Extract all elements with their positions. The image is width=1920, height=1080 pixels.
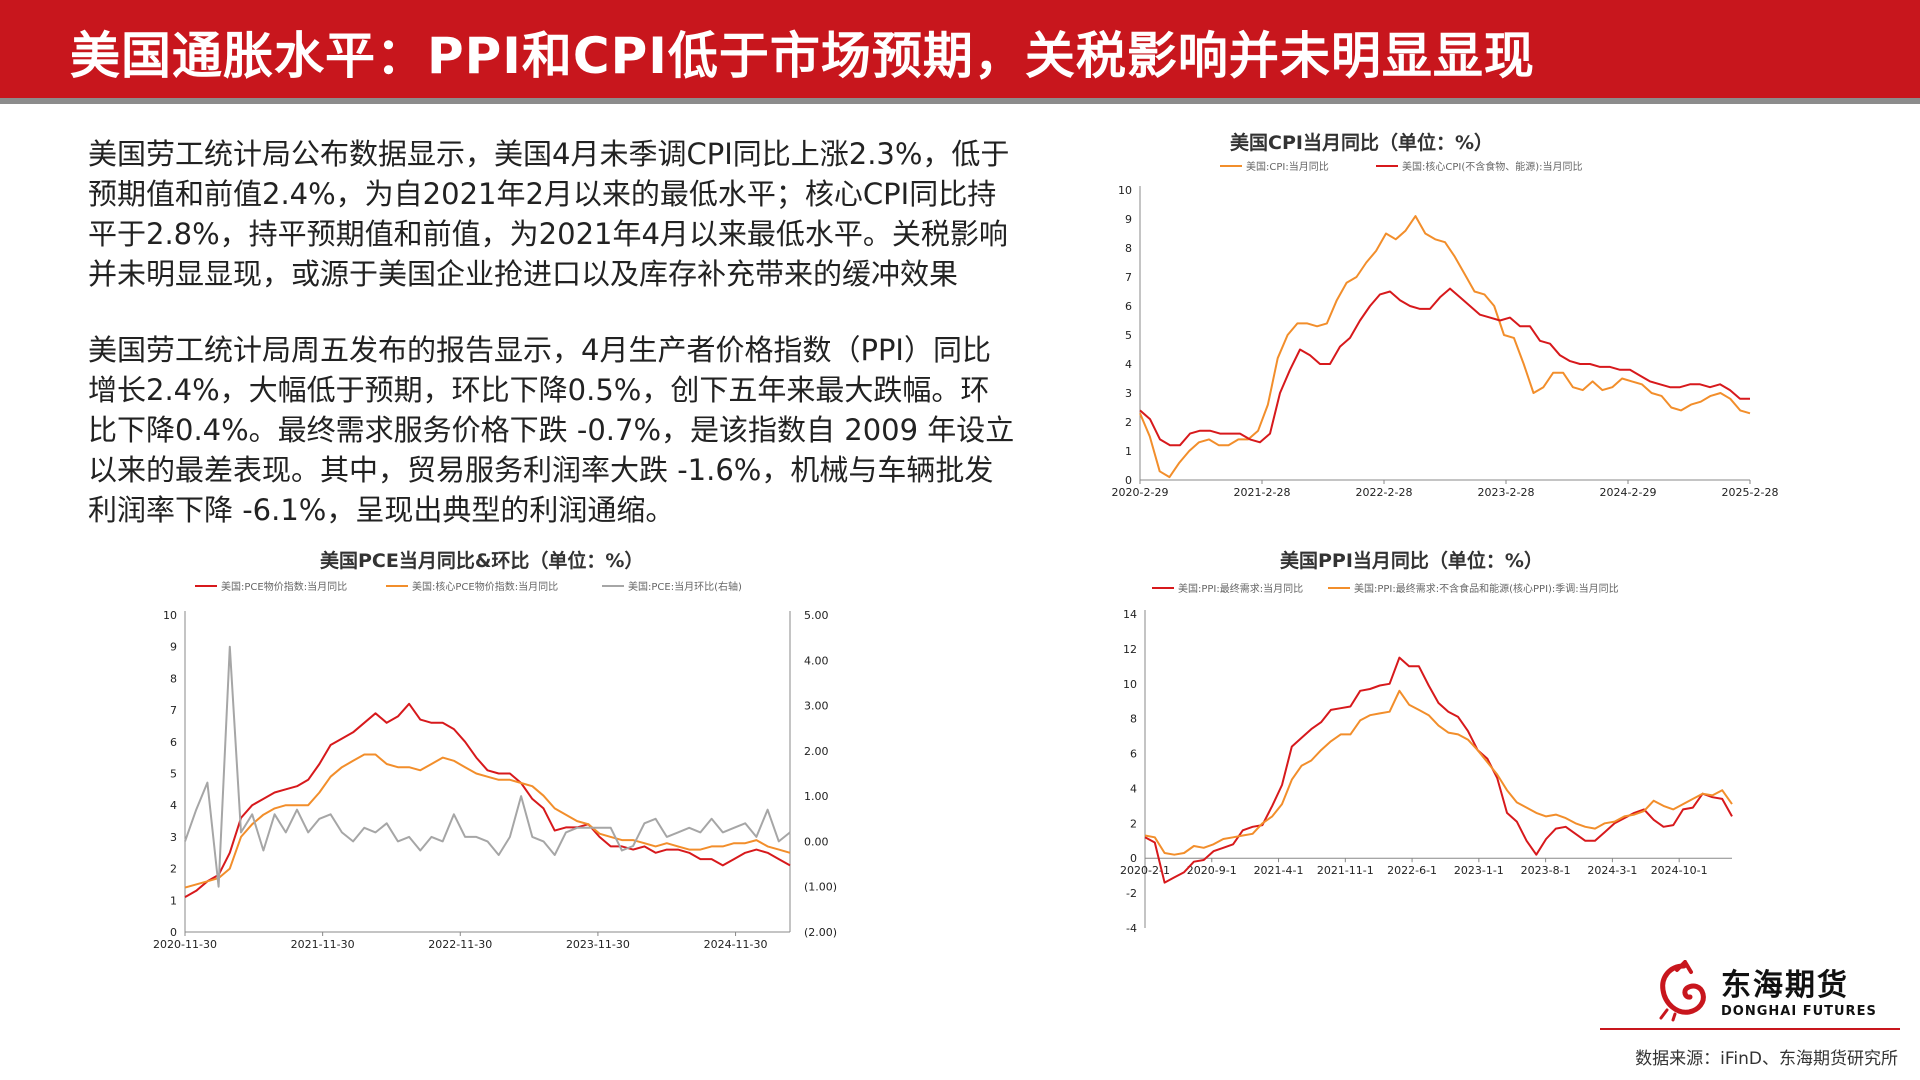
legend-label: 美国:核心CPI(不含食物、能源):当月同比 (1402, 160, 1583, 173)
legend-label: 美国:CPI:当月同比 (1246, 160, 1329, 173)
legend-label: 美国:PCE:当月环比(右轴) (628, 580, 742, 593)
y-tick-label: 4 (170, 799, 177, 812)
y-tick-label: 4 (1130, 782, 1137, 795)
y2-tick-label: 2.00 (804, 745, 829, 758)
x-tick-label: 2022-2-28 (1356, 486, 1413, 499)
y-tick-label: 9 (1125, 213, 1132, 226)
x-tick-label: 2022-11-30 (428, 938, 492, 951)
x-tick-label: 2023-2-28 (1478, 486, 1535, 499)
x-tick-label: 2023-11-30 (566, 938, 630, 951)
x-tick-label: 2022-6-1 (1387, 864, 1437, 877)
legend-label: 美国:核心PCE物价指数:当月同比 (412, 580, 558, 593)
y2-tick-label: (1.00) (804, 881, 837, 894)
pce-chart: 美国:PCE物价指数:当月同比 美国:核心PCE物价指数:当月同比 美国:PCE:当… (153, 580, 837, 951)
donghai-logo: 东海期货 DONGHAI FUTURES (1655, 960, 1877, 1030)
y-tick-label: 2 (1130, 817, 1137, 830)
cpi-chart-title: 美国CPI当月同比（单位：%） (1230, 132, 1493, 154)
y2-tick-label: 3.00 (804, 700, 829, 713)
ppi-chart-title: 美国PPI当月同比（单位：%） (1280, 550, 1543, 572)
data-source-note: 数据来源：iFinD、东海期货研究所 (1635, 1049, 1898, 1069)
y-tick-label: 3 (1125, 387, 1132, 400)
y-tick-label: 9 (170, 641, 177, 654)
y-tick-label: 6 (170, 736, 177, 749)
y-tick-label: 6 (1130, 748, 1137, 761)
y-tick-label: 8 (1125, 242, 1132, 255)
series-line (1144, 689, 1733, 856)
x-tick-label: 2023-1-1 (1454, 864, 1504, 877)
series-line (184, 645, 791, 888)
y-tick-label: 8 (170, 672, 177, 685)
x-tick-label: 2020-2-29 (1112, 486, 1169, 499)
series-line (1139, 287, 1750, 447)
y-tick-label: 2 (1125, 416, 1132, 429)
y2-tick-label: (2.00) (804, 926, 837, 939)
x-tick-label: 2025-2-28 (1722, 486, 1779, 499)
y-tick-label: 0 (170, 926, 177, 939)
y-tick-label: 10 (1123, 678, 1137, 691)
dragon-logo-icon (1659, 960, 1706, 1022)
y2-tick-label: 5.00 (804, 609, 829, 622)
pce-chart-title: 美国PCE当月同比&环比（单位：%） (320, 550, 644, 572)
series-line (184, 753, 791, 889)
y2-tick-label: 4.00 (804, 654, 829, 667)
y-tick-label: 1 (1125, 445, 1132, 458)
series-line (1144, 656, 1733, 884)
footer-divider (1600, 1028, 1900, 1030)
x-tick-label: 2021-2-28 (1234, 486, 1291, 499)
page-header: 美国通胀水平：PPI和CPI低于市场预期，关税影响并未明显显现 (0, 0, 1920, 104)
x-tick-label: 2020-9-1 (1187, 864, 1237, 877)
x-tick-label: 2023-8-1 (1521, 864, 1571, 877)
legend-label: 美国:PCE物价指数:当月同比 (221, 580, 347, 593)
x-tick-label: 2020-2-1 (1120, 864, 1170, 877)
x-tick-label: 2021-4-1 (1254, 864, 1304, 877)
cpi-chart: 美国:CPI:当月同比 美国:核心CPI(不含食物、能源):当月同比 0 1 2 3 4 5 6… (1112, 160, 1779, 499)
x-tick-label: 2024-10-1 (1651, 864, 1708, 877)
x-tick-label: 2021-11-1 (1317, 864, 1374, 877)
y-tick-label: 4 (1125, 358, 1132, 371)
y-tick-label: 0 (1125, 474, 1132, 487)
y-tick-label: 2 (170, 863, 177, 876)
legend-label: 美国:PPI:最终需求:当月同比 (1178, 582, 1303, 595)
y-tick-label: 6 (1125, 300, 1132, 313)
logo-text-cn: 东海期货 (1721, 968, 1849, 1003)
logo-text-en: DONGHAI FUTURES (1721, 1004, 1877, 1019)
y-tick-label: 12 (1123, 643, 1137, 656)
y-tick-label: 3 (170, 831, 177, 844)
legend-label: 美国:PPI:最终需求:不含食品和能源(核心PPI):季调:当月同比 (1354, 582, 1619, 595)
series-line (184, 702, 791, 898)
ppi-chart: 美国:PPI:最终需求:当月同比 美国:PPI:最终需求:不含食品和能源(核心PP… (1120, 582, 1733, 935)
y-tick-label: 8 (1130, 713, 1137, 726)
page-title: 美国通胀水平：PPI和CPI低于市场预期，关税影响并未明显显现 (70, 27, 1535, 85)
y-tick-label: 10 (163, 609, 177, 622)
y-tick-label: 5 (170, 768, 177, 781)
y-tick-label: -2 (1126, 887, 1137, 900)
y-tick-label: 14 (1123, 608, 1137, 621)
paragraph-ppi: 美国劳工统计局周五发布的报告显示，4月生产者价格指数（PPI）同比增长2.4%，… (88, 333, 1015, 527)
x-tick-label: 2020-11-30 (153, 938, 217, 951)
x-tick-label: 2024-3-1 (1587, 864, 1637, 877)
y-tick-label: 10 (1118, 184, 1132, 197)
x-tick-label: 2024-2-29 (1600, 486, 1657, 499)
y-tick-label: 7 (170, 704, 177, 717)
x-tick-label: 2024-11-30 (704, 938, 768, 951)
series-line (1139, 215, 1751, 479)
x-tick-label: 2021-11-30 (291, 938, 355, 951)
paragraph-cpi: 美国劳工统计局公布数据显示，美国4月未季调CPI同比上涨2.3%，低于预期值和前… (88, 137, 1010, 291)
y-tick-label: 7 (1125, 271, 1132, 284)
y-tick-label: 0 (1130, 852, 1137, 865)
y-tick-label: 1 (170, 894, 177, 907)
y2-tick-label: 0.00 (804, 835, 829, 848)
y-tick-label: 5 (1125, 329, 1132, 342)
y-tick-label: -4 (1126, 922, 1137, 935)
y2-tick-label: 1.00 (804, 790, 829, 803)
